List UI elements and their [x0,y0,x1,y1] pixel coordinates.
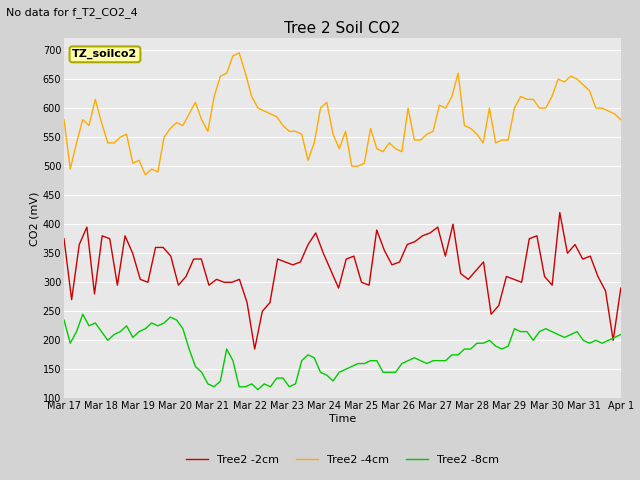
Y-axis label: CO2 (mV): CO2 (mV) [30,191,40,246]
Tree2 -4cm [60,117,68,122]
Tree2 -4cm [141,172,149,178]
Tree2 -2cm [175,282,182,288]
Tree2 -8cm [141,326,149,332]
Tree2 -8cm [548,329,556,335]
Tree2 -8cm [617,332,625,337]
Tree2 -8cm [461,346,468,352]
Tree2 -2cm [182,274,190,279]
Tree2 -8cm [60,317,68,323]
Tree2 -4cm [604,108,612,114]
Line: Tree2 -8cm: Tree2 -8cm [64,314,621,390]
Text: No data for f_T2_CO2_4: No data for f_T2_CO2_4 [6,7,138,18]
Tree2 -4cm [548,94,556,99]
Tree2 -2cm [373,227,381,233]
Legend: Tree2 -2cm, Tree2 -4cm, Tree2 -8cm: Tree2 -2cm, Tree2 -4cm, Tree2 -8cm [182,451,503,469]
Line: Tree2 -4cm: Tree2 -4cm [64,53,621,175]
Tree2 -8cm [236,384,243,390]
Tree2 -8cm [536,329,543,335]
Tree2 -4cm [135,157,143,163]
Tree2 -2cm [556,210,564,216]
Tree2 -4cm [236,50,243,56]
Tree2 -2cm [243,300,251,305]
Tree2 -8cm [604,337,612,343]
X-axis label: Time: Time [329,414,356,424]
Tree2 -4cm [536,105,543,111]
Tree2 -2cm [617,285,625,291]
Tree2 -8cm [254,387,262,393]
Tree2 -4cm [617,117,625,122]
Title: Tree 2 Soil CO2: Tree 2 Soil CO2 [284,21,401,36]
Tree2 -2cm [579,256,586,262]
Line: Tree2 -2cm: Tree2 -2cm [64,213,621,349]
Tree2 -4cm [241,71,249,76]
Text: TZ_soilco2: TZ_soilco2 [72,49,138,60]
Tree2 -2cm [251,346,259,352]
Tree2 -2cm [60,236,68,241]
Tree2 -4cm [461,122,468,128]
Tree2 -8cm [79,312,86,317]
Tree2 -2cm [381,248,388,253]
